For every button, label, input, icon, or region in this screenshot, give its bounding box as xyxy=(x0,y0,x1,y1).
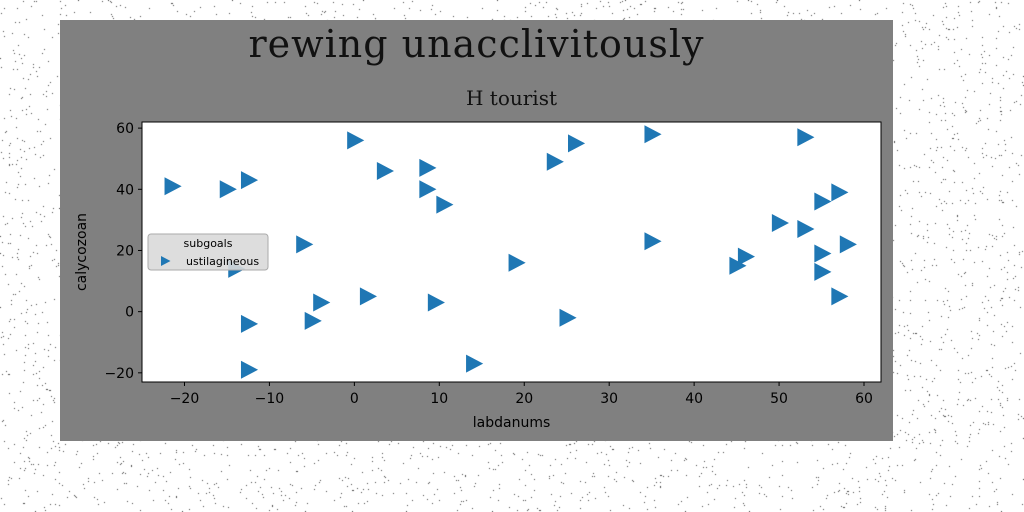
data-point xyxy=(831,287,849,306)
x-tick-label: −20 xyxy=(170,391,200,407)
data-point xyxy=(164,177,182,196)
data-point xyxy=(814,262,832,281)
data-point xyxy=(359,287,377,306)
x-tick-label: 30 xyxy=(600,391,618,407)
x-axis-label: labdanums xyxy=(473,415,551,431)
y-tick-label: 20 xyxy=(116,243,134,259)
legend-label: ustilagineous xyxy=(186,255,259,268)
y-axis-label: calycozoan xyxy=(74,213,90,291)
data-point xyxy=(729,256,747,275)
legend-box xyxy=(147,233,269,271)
data-point xyxy=(219,180,237,199)
x-tick-label: 20 xyxy=(515,391,533,407)
x-tick-label: 0 xyxy=(350,391,359,407)
data-point xyxy=(644,125,662,144)
axes-title: H tourist xyxy=(465,86,557,110)
data-point xyxy=(419,180,437,199)
data-point xyxy=(313,293,331,312)
x-tick-label: 50 xyxy=(770,391,788,407)
data-point xyxy=(568,134,586,153)
x-tick-label: −10 xyxy=(255,391,285,407)
data-point xyxy=(240,314,259,333)
data-point xyxy=(508,253,526,272)
data-point xyxy=(814,244,832,263)
data-point xyxy=(831,183,849,202)
data-point xyxy=(546,152,564,171)
data-point xyxy=(466,354,484,373)
data-point xyxy=(296,235,314,254)
data-point xyxy=(376,161,394,180)
y-tick-label: 40 xyxy=(116,182,134,198)
y-tick-label: −20 xyxy=(104,366,134,382)
data-point xyxy=(797,220,815,239)
data-point xyxy=(839,235,857,254)
data-point xyxy=(427,293,445,312)
data-point xyxy=(436,195,454,214)
x-tick-label: 40 xyxy=(685,391,703,407)
legend-marker xyxy=(161,256,171,266)
data-point xyxy=(771,213,789,232)
x-tick-label: 60 xyxy=(855,391,873,407)
y-tick-label: 60 xyxy=(116,121,134,137)
chart-title: rewing unacclivitously xyxy=(248,22,705,66)
data-point xyxy=(814,192,832,211)
legend-title: subgoals xyxy=(184,237,233,250)
data-point xyxy=(737,247,755,266)
data-point xyxy=(644,232,662,251)
data-point xyxy=(419,158,437,177)
data-point xyxy=(304,311,322,330)
x-tick-label: 10 xyxy=(430,391,448,407)
data-point xyxy=(347,131,365,150)
data-point xyxy=(240,171,259,190)
data-point xyxy=(240,360,259,379)
y-tick-label: 0 xyxy=(125,305,134,321)
data-point xyxy=(559,308,577,327)
data-point xyxy=(797,128,815,147)
